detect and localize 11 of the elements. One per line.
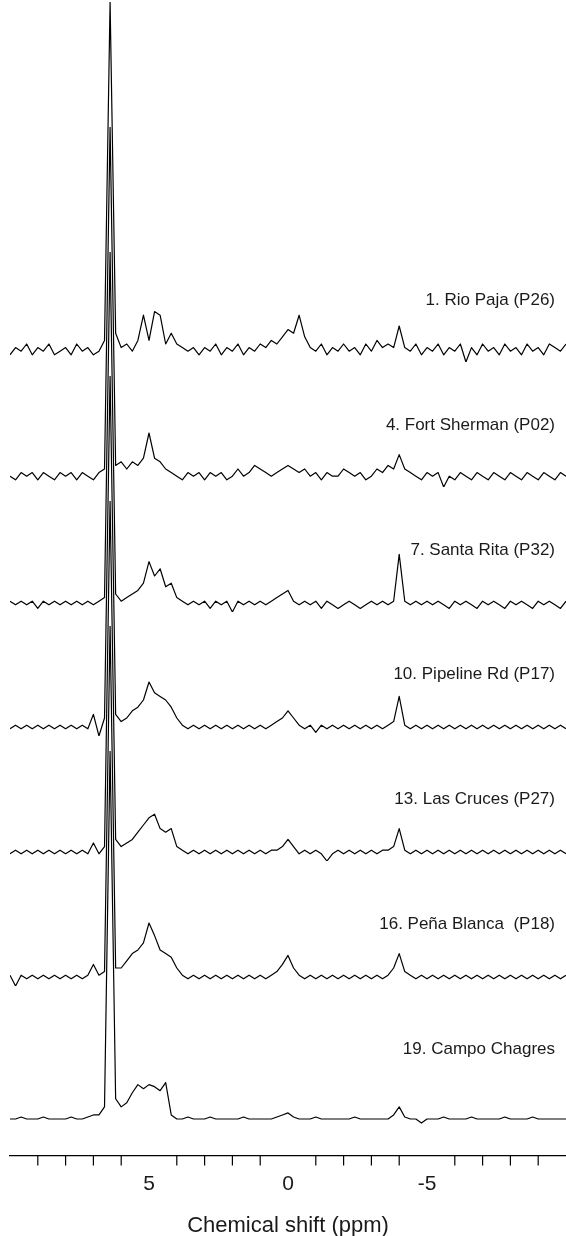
text: 7. Santa Rita (P32) (410, 539, 555, 560)
text: 10. Pipeline Rd (P17) (393, 664, 555, 685)
x-tick-label: 0 (282, 1170, 294, 1194)
text: 16. Peña Blanca (P18) (379, 914, 555, 934)
x-tick-label: 5 (143, 1170, 155, 1194)
x-axis-title: Chemical shift (ppm) (187, 1211, 389, 1236)
text: 13. Las Cruces (P27) (394, 789, 555, 810)
text: 4. Fort Sherman (P02) (385, 414, 555, 435)
x-tick-label: -5 (417, 1170, 437, 1194)
text: 19. Campo Chagres (402, 1038, 555, 1059)
text: 1. Rio Paja (P26) (425, 290, 555, 310)
